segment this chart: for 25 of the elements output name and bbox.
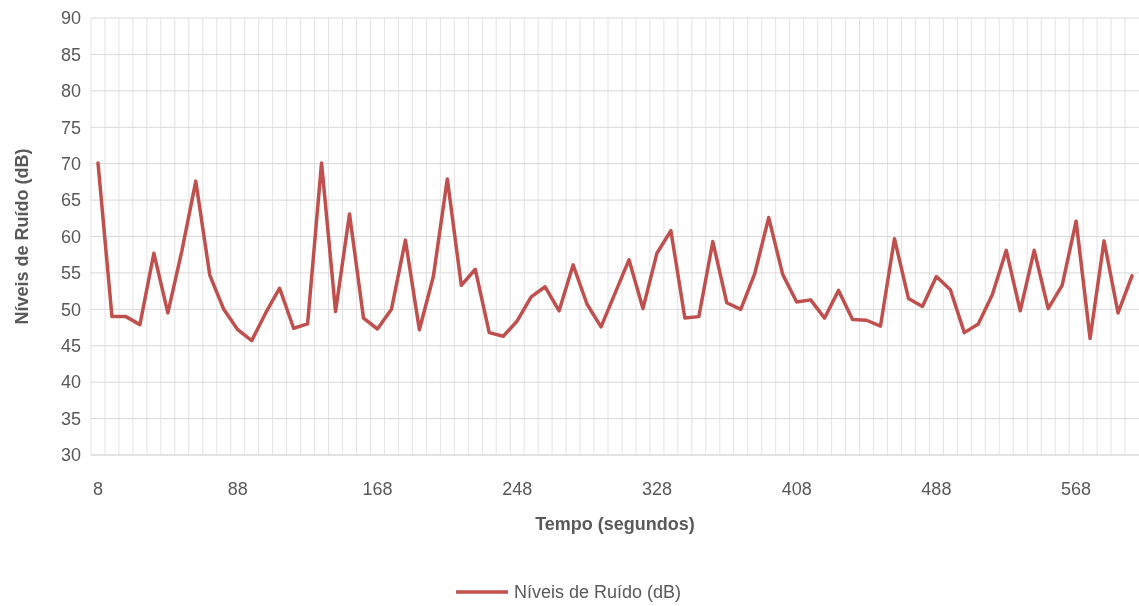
y-tick-label: 45 — [60, 336, 81, 357]
y-tick-label: 70 — [60, 153, 81, 174]
x-tick-label: 248 — [502, 479, 533, 499]
x-tick-label: 488 — [921, 479, 952, 499]
x-tick-label: 8 — [92, 479, 103, 499]
x-axis-title: Tempo (segundos) — [535, 514, 695, 534]
y-tick-label: 60 — [60, 226, 81, 247]
x-tick-label: 88 — [227, 479, 248, 499]
y-tick-label: 80 — [60, 81, 81, 102]
y-tick-label: 90 — [60, 8, 81, 29]
line-series — [96, 161, 1134, 343]
x-tick-label: 168 — [362, 479, 393, 499]
y-tick-label: 85 — [60, 44, 81, 65]
y-tick-label: 55 — [60, 263, 81, 284]
x-tick-label: 328 — [641, 479, 672, 499]
y-tick-label: 35 — [60, 408, 81, 429]
x-tick-label: 568 — [1061, 479, 1092, 499]
y-tick-label: 50 — [60, 299, 81, 320]
x-tick-label: 408 — [781, 479, 812, 499]
legend-label: Níveis de Ruído (dB) — [514, 582, 682, 603]
y-tick-label: 30 — [60, 445, 81, 466]
y-axis-title: Níveis de Ruído (dB) — [12, 148, 32, 325]
y-tick-label: 75 — [60, 117, 81, 138]
y-tick-label: 65 — [60, 190, 81, 211]
y-tick-label: 40 — [60, 372, 81, 393]
